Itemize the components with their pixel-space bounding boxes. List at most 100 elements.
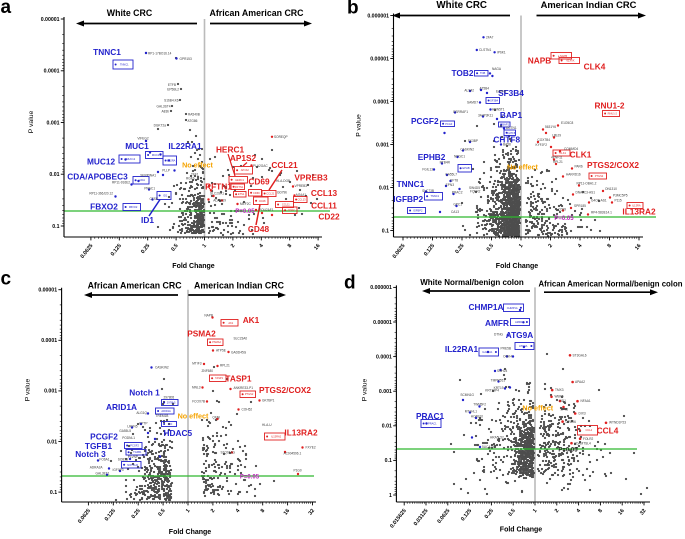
svg-text:BA58: BA58	[503, 143, 511, 147]
svg-text:HDAC5: HDAC5	[164, 428, 193, 438]
svg-text:Notch 1: Notch 1	[129, 388, 160, 398]
svg-text:VPREB3: VPREB3	[295, 184, 308, 188]
svg-text:1: 1	[532, 508, 539, 514]
svg-text:CASKIN2: CASKIN2	[460, 148, 474, 152]
svg-text:UPAR6: UPAR6	[566, 420, 577, 424]
svg-text:AMFR: AMFR	[485, 318, 509, 328]
svg-text:PSMA2: PSMA2	[187, 329, 216, 339]
svg-text:0.00001: 0.00001	[370, 56, 389, 62]
svg-text:ATG86: ATG86	[188, 119, 198, 123]
svg-text:African American CRC: African American CRC	[209, 8, 304, 18]
svg-text:NAPB: NAPB	[528, 56, 552, 66]
svg-text:4: 4	[235, 508, 242, 514]
svg-text:S1Q0A1G: S1Q0A1G	[220, 451, 235, 455]
svg-text:BAP1: BAP1	[502, 123, 509, 127]
svg-text:Fold Change: Fold Change	[169, 529, 211, 536]
svg-text:SCMN1G: SCMN1G	[460, 393, 474, 397]
svg-text:TMPR551: TMPR551	[491, 379, 506, 383]
svg-text:A83b: A83b	[162, 110, 170, 114]
svg-text:TOB: TOB	[480, 71, 486, 75]
svg-text:MUC12: MUC12	[126, 157, 135, 161]
svg-text:ARID1A: ARID1A	[106, 402, 137, 412]
svg-text:PCGF2: PCGF2	[411, 116, 439, 126]
svg-text:0.000001: 0.000001	[370, 285, 392, 291]
svg-text:GPC1: GPC1	[453, 203, 462, 207]
svg-text:a.NAPB: a.NAPB	[558, 54, 567, 58]
svg-text:IL22RA: IL22RA	[167, 159, 176, 163]
svg-text:AMFR: AMFR	[515, 320, 522, 324]
svg-text:ST3GAL6: ST3GAL6	[573, 354, 587, 358]
svg-text:d: d	[344, 273, 356, 294]
svg-text:1: 1	[518, 243, 525, 249]
svg-text:8: 8	[597, 508, 604, 514]
svg-text:CFT8: CFT8	[450, 179, 458, 183]
svg-text:PRAC1: PRAC1	[144, 187, 155, 191]
svg-text:0.5: 0.5	[486, 243, 495, 253]
svg-text:PLLP: PLLP	[162, 169, 170, 173]
svg-text:PAR6: PAR6	[575, 165, 583, 169]
svg-text:DNAJC3-AS1: DNAJC3-AS1	[576, 191, 596, 195]
svg-text:MEF2C: MEF2C	[240, 202, 252, 206]
svg-text:SF3B4: SF3B4	[498, 88, 524, 98]
svg-text:IL22RA1: IL22RA1	[168, 141, 202, 151]
svg-text:RPL21: RPL21	[553, 160, 563, 164]
svg-text:NFAA1: NFAA1	[581, 399, 591, 403]
svg-text:GAL3ET1: GAL3ET1	[96, 472, 110, 476]
svg-text:FGIL13: FGIL13	[422, 168, 433, 172]
svg-text:P value: P value	[28, 111, 35, 134]
svg-text:0.0001: 0.0001	[376, 354, 392, 360]
svg-text:0.25: 0.25	[454, 243, 465, 255]
svg-text:African American CRC: African American CRC	[88, 281, 183, 291]
svg-text:8: 8	[287, 243, 294, 249]
svg-text:Fold Change: Fold Change	[172, 263, 214, 270]
svg-text:POU2AF1: POU2AF1	[259, 208, 274, 212]
svg-text:S16B4.K6: S16B4.K6	[164, 99, 179, 103]
svg-text:0.1: 0.1	[50, 490, 57, 496]
svg-text:1: 1	[389, 493, 392, 499]
svg-text:P=0.05: P=0.05	[554, 216, 574, 222]
svg-text:0.25: 0.25	[131, 508, 142, 520]
svg-text:FO6A1: FO6A1	[99, 458, 109, 462]
svg-text:ATG9A: ATG9A	[506, 330, 534, 340]
svg-text:EPHB: EPHB	[463, 166, 470, 170]
svg-text:HERC1: HERC1	[216, 145, 245, 155]
svg-text:PRAC1: PRAC1	[428, 422, 437, 426]
svg-text:G4O8-AS1: G4O8-AS1	[591, 199, 607, 203]
svg-text:M34A1: M34A1	[296, 193, 306, 197]
svg-text:2978b5: 2978b5	[167, 401, 176, 405]
svg-text:TASP1: TASP1	[225, 374, 252, 384]
svg-text:ON1310: ON1310	[605, 187, 617, 191]
svg-text:CLSTN1: CLSTN1	[479, 48, 491, 52]
svg-text:CHMP1A: CHMP1A	[468, 302, 503, 312]
svg-text:NOTCH3: NOTCH3	[127, 463, 138, 467]
svg-text:GA55L7: GA55L7	[445, 173, 457, 177]
svg-text:No effect: No effect	[178, 412, 209, 421]
svg-text:NAPB: NAPB	[204, 314, 213, 318]
svg-text:SW4D5: SW4D5	[469, 186, 480, 190]
svg-text:FBXO2: FBXO2	[90, 202, 118, 212]
svg-text:CCL11: CCL11	[282, 203, 290, 207]
svg-text:GA55L5: GA55L5	[119, 429, 131, 433]
svg-text:2978b5: 2978b5	[164, 396, 175, 400]
svg-text:CLK1: CLK1	[570, 150, 592, 160]
svg-text:CTSE: CTSE	[149, 197, 158, 201]
svg-text:1: 1	[202, 243, 209, 249]
svg-text:RP11-OBA1.2: RP11-OBA1.2	[577, 182, 597, 186]
svg-text:0.5: 0.5	[170, 243, 179, 253]
svg-text:CASKIN2: CASKIN2	[155, 366, 169, 370]
svg-text:AT5B4: AT5B4	[479, 87, 489, 91]
svg-text:HLA-DOB: HLA-DOB	[276, 179, 290, 183]
svg-text:AK1: AK1	[228, 321, 233, 325]
svg-text:PRE5B: PRE5B	[501, 347, 511, 351]
svg-text:SNH24: SNH24	[497, 369, 508, 373]
svg-text:CLK4: CLK4	[584, 62, 606, 72]
svg-text:African American Normal/benign: African American Normal/benign colon	[539, 280, 683, 289]
svg-text:PTGS2: PTGS2	[245, 392, 254, 396]
svg-text:C099: C099	[558, 208, 566, 212]
svg-text:DGKT2a: DGKT2a	[154, 124, 167, 128]
svg-text:0.0001: 0.0001	[44, 69, 60, 75]
svg-text:a: a	[1, 0, 12, 18]
svg-text:0.25: 0.25	[140, 243, 151, 255]
svg-text:CHTF8: CHTF8	[493, 135, 520, 145]
svg-text:SF3B4: SF3B4	[490, 99, 498, 103]
